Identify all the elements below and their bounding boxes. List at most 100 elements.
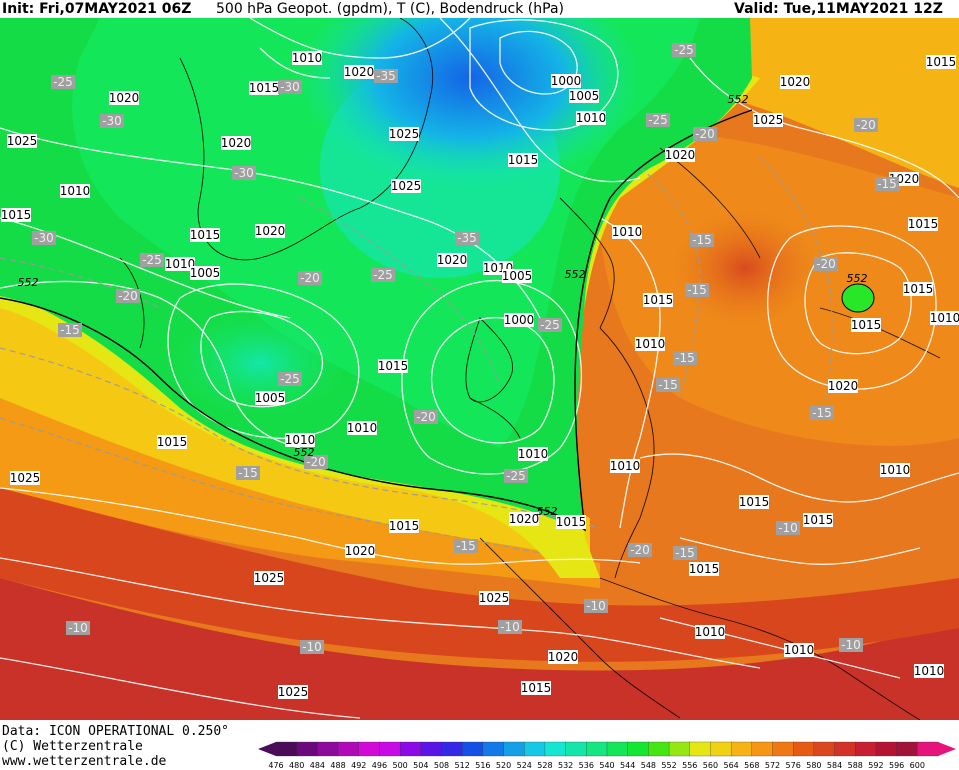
pressure-label-13: 1005 — [190, 266, 220, 280]
pressure-label-box — [880, 463, 910, 477]
pressure-label-17: 1000 — [504, 313, 534, 327]
pressure-label-text: 1025 — [391, 179, 422, 193]
temperature-label-text: -10 — [778, 521, 798, 535]
temperature-label-35: -10 — [66, 621, 90, 635]
pressure-label-box — [221, 136, 251, 150]
pressure-label-box — [635, 337, 665, 351]
temperature-label-18: -25 — [672, 43, 696, 57]
pressure-label-box — [753, 113, 783, 127]
pressure-label-text: 1015 — [389, 519, 420, 533]
pressure-label-box — [689, 562, 719, 576]
colorbar-tick-label: 520 — [496, 761, 511, 770]
temperature-label-text: -15 — [692, 233, 712, 247]
temperature-label-box — [656, 378, 680, 392]
geopotential-labels: 552 552 552 552 552 552 — [18, 93, 868, 518]
temperature-label-8: -20 — [298, 271, 322, 285]
temperature-label-10: -35 — [455, 231, 479, 245]
pressure-label-box — [157, 435, 187, 449]
pressure-label-box — [851, 318, 881, 332]
temperature-label-36: -10 — [300, 640, 324, 654]
colorbar-swatch — [896, 741, 918, 757]
pressure-label-text: 1020 — [828, 379, 859, 393]
temperature-label-box — [298, 271, 322, 285]
geopotential-label-1: 552 — [728, 93, 749, 106]
colorbar-swatch — [813, 741, 836, 757]
colorbar-tick-label: 536 — [579, 761, 594, 770]
pressure-label-text: 1020 — [109, 91, 140, 105]
colorbar-tick-label: 516 — [475, 761, 490, 770]
pressure-label-text: 1015 — [521, 681, 552, 695]
pressure-label-18: 1015 — [378, 359, 408, 373]
pressure-label-text: 1015 — [803, 513, 834, 527]
colorbar-swatch — [317, 741, 339, 757]
temperature-label-text: -20 — [118, 289, 138, 303]
temperature-label-30: -15 — [454, 539, 478, 553]
data-source-label: Data: ICON OPERATIONAL 0.250° — [2, 724, 229, 739]
colorbar-tick-label: 600 — [910, 761, 925, 770]
pressure-label-58: 1010 — [930, 311, 959, 325]
colorbar-swatch — [648, 741, 670, 757]
pressure-label-49: 1025 — [254, 571, 284, 585]
pressure-label-box — [378, 359, 408, 373]
temperature-label-text: -10 — [302, 640, 322, 654]
pressure-label-box — [908, 217, 938, 231]
pressure-label-6: 1025 — [389, 127, 419, 141]
pressure-label-1: 1020 — [344, 65, 374, 79]
colorbar-swatch — [917, 741, 939, 757]
pressure-label-text: 1015 — [851, 318, 882, 332]
temperature-label-box — [236, 466, 260, 480]
temperature-label-box — [32, 231, 56, 245]
temperature-label-box — [116, 289, 140, 303]
temperature-label-box — [66, 621, 90, 635]
pressure-label-54: 1020 — [548, 650, 578, 664]
temperature-label-11: -25 — [538, 318, 562, 332]
pressure-label-box — [391, 179, 421, 193]
colorbar-swatch — [689, 741, 712, 757]
pressure-label-box — [509, 512, 539, 526]
pressure-label-42: 1010 — [880, 463, 910, 477]
pressure-label-box — [665, 148, 695, 162]
pressure-label-box — [828, 379, 858, 393]
temperature-label-text: -15 — [812, 406, 832, 420]
pressure-label-52: 1010 — [695, 625, 725, 639]
pressure-label-text: 1015 — [689, 562, 720, 576]
pressure-label-box — [479, 591, 509, 605]
colorbar-tick-label: 568 — [744, 761, 759, 770]
temperature-label-17: -25 — [504, 469, 528, 483]
temperature-label-box — [51, 75, 75, 89]
pressure-label-32: 1015 — [926, 55, 956, 69]
warm-core-east — [670, 208, 820, 328]
pressure-label-box — [610, 459, 640, 473]
colorbar-tick-label: 476 — [268, 761, 283, 770]
pressure-label-box — [518, 447, 548, 461]
colorbar-swatch — [399, 741, 422, 757]
temperature-label-text: -15 — [675, 351, 695, 365]
pressure-label-41: 1010 — [610, 459, 640, 473]
pressure-label-text: 1015 — [1, 208, 32, 222]
cyan-core-west — [170, 308, 350, 418]
temperature-label-29: -10 — [776, 521, 800, 535]
colorbar-tick-label: 496 — [372, 761, 387, 770]
pressure-label-box — [165, 257, 195, 271]
temperature-label-text: -30 — [280, 80, 300, 94]
pressure-label-10: 1020 — [255, 224, 285, 238]
temperature-label-box — [538, 318, 562, 332]
temperature-label-box — [776, 521, 800, 535]
temperature-label-28: -15 — [810, 406, 834, 420]
pressure-label-43: 1015 — [739, 495, 769, 509]
pressure-label-25: 1000 — [551, 74, 581, 88]
pressure-label-box — [504, 313, 534, 327]
pressure-label-text: 1020 — [509, 512, 540, 526]
warm-south-band-2 — [0, 488, 959, 662]
geopotential-label-text: 552 — [294, 446, 315, 459]
warm-south-band — [0, 578, 959, 720]
temperature-label-box — [673, 546, 697, 560]
temperature-label-3: -30 — [100, 114, 124, 128]
pressure-label-16: 1005 — [502, 269, 532, 283]
pressure-label-51: 1025 — [479, 591, 509, 605]
pressure-label-11: 1015 — [190, 228, 220, 242]
temperature-label-box — [454, 539, 478, 553]
temperature-labels: -25 -30 -35 -30 -30 -30 -25 -20 -20 -25 -35 -25 -15 -… — [32, 43, 899, 654]
init-time-label: Init: Fri,07MAY2021 06Z — [2, 1, 192, 17]
